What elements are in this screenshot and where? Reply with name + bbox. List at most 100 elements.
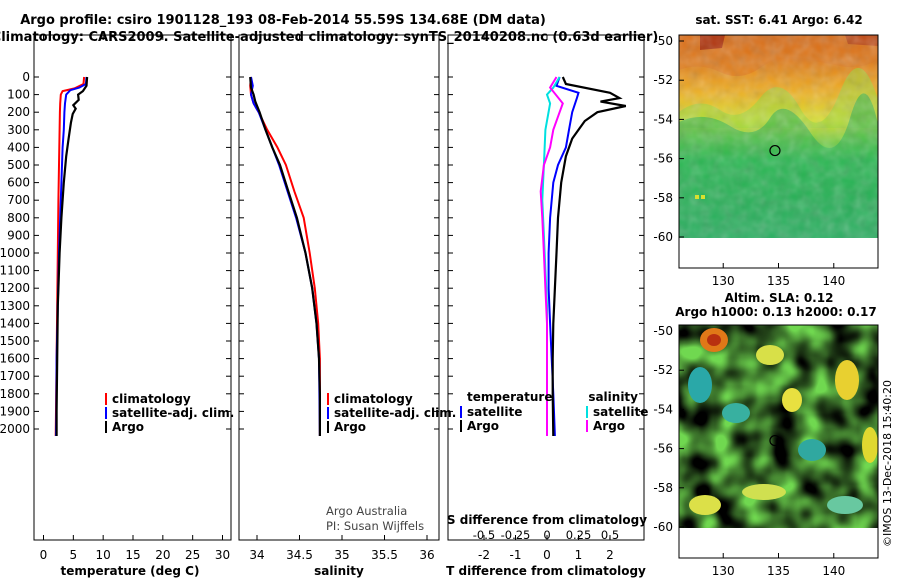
map-y-tick-label: -60 (653, 230, 673, 244)
depth-tick-label: 1300 (0, 299, 30, 313)
title-line-1: Argo profile: csiro 1901128_193 08-Feb-2… (20, 13, 546, 28)
t-difference-xlabel: T difference from climatology (446, 564, 646, 578)
x-tick-label: 35.5 (371, 548, 398, 562)
sla-map (679, 325, 878, 528)
salinity-axes-frame (238, 34, 440, 541)
x-tick-label: 5 (70, 548, 78, 562)
depth-tick-label: 500 (7, 158, 30, 172)
x-tick-label: 20 (155, 548, 170, 562)
map-y-tick-label: -60 (653, 520, 673, 534)
legend-salinity-title: salinity (588, 390, 638, 404)
depth-tick-label: 1700 (0, 369, 30, 383)
depth-tick-label: 100 (7, 88, 30, 102)
x-tick-label: 36 (419, 548, 434, 562)
map-y-tick-label: -52 (653, 363, 673, 377)
map-y-tick-label: -54 (653, 402, 673, 416)
depth-tick-label: 400 (7, 140, 30, 154)
legend-climatology: climatology (112, 392, 191, 406)
temperature-legend: climatology satellite-adj. clim. Argo (105, 392, 234, 434)
map-x-tick-label: 135 (767, 274, 790, 288)
t-difference-x-axis: -2 -1 0 1 2 (478, 35, 614, 562)
map-x-tick-label: 140 (822, 274, 845, 288)
depth-tick-label: 300 (7, 123, 30, 137)
x-tick-label: 30 (215, 548, 230, 562)
salinity-legend: climatology satellite-adj. clim. Argo (327, 392, 456, 434)
temperature-x-axis: 0 5 10 15 20 25 30 (40, 35, 230, 562)
sla-x-axis: 130 135 140 (712, 553, 845, 578)
depth-tick-label: 900 (7, 228, 30, 242)
legend-t-argo: Argo (467, 419, 499, 433)
series-line-argo (55, 76, 89, 436)
credit-pi: PI: Susan Wijffels (326, 519, 424, 533)
series-line-t-argo (551, 76, 627, 437)
legend-satellite-adj: satellite-adj. clim. (112, 406, 234, 420)
salinity-x-axis: 34 34.5 35 35.5 36 (249, 35, 435, 562)
x-tick-label: 34 (249, 548, 264, 562)
map-y-tick-label: -52 (653, 73, 673, 87)
salinity-series (249, 76, 321, 437)
map-x-tick-label: 135 (767, 564, 790, 578)
map-y-tick-label: -56 (653, 152, 673, 166)
map-y-tick-label: -50 (653, 34, 673, 48)
depth-tick-label: 1900 (0, 404, 30, 418)
x-tick-label: 34.5 (286, 548, 313, 562)
x-tick-label: 35 (334, 548, 349, 562)
imos-footer: ©IMOS 13-Dec-2018 15:40:20 (881, 380, 894, 547)
x-tick-label: -1 (510, 548, 522, 562)
depth-tick-label: 1200 (0, 281, 30, 295)
depth-axis: 0 100 200 300 400 500 600 700 800 900 1000 1100 1200… (0, 70, 644, 436)
s-difference-xlabel: S difference from climatology (447, 513, 647, 527)
map-y-tick-label: -56 (653, 442, 673, 456)
legend-argo: Argo (112, 420, 144, 434)
s-diff-tick-label: 0 (543, 528, 550, 542)
series-line-s-argo (539, 76, 564, 436)
series-line-t-satellite (547, 76, 580, 437)
legend-t-satellite: satellite (467, 405, 522, 419)
legend-s-argo: Argo (593, 419, 625, 433)
sst-map-title: sat. SST: 6.41 Argo: 6.42 (695, 13, 862, 27)
map-y-tick-label: -58 (653, 481, 673, 495)
x-tick-label: 0 (40, 548, 48, 562)
temperature-series (54, 76, 89, 437)
depth-tick-label: 800 (7, 211, 30, 225)
legend-temperature-title: temperature (467, 390, 552, 404)
depth-tick-label: 1100 (0, 264, 30, 278)
s-diff-tick-label: -0.25 (501, 528, 531, 542)
x-tick-label: 25 (185, 548, 200, 562)
map-y-tick-label: -58 (653, 191, 673, 205)
sst-map (679, 35, 878, 238)
series-line-argo (249, 76, 321, 436)
difference-axes-frame (447, 34, 645, 541)
sla-y-axis: -50 -52 -54 -56 -58 -60 (653, 324, 684, 534)
legend-argo: Argo (334, 420, 366, 434)
depth-tick-label: 1400 (0, 316, 30, 330)
series-line-climatology (249, 76, 321, 436)
depth-tick-label: 200 (7, 105, 30, 119)
sla-map-title: Altim. SLA: 0.12 (725, 291, 834, 305)
x-tick-label: 0 (543, 548, 551, 562)
depth-tick-label: 1600 (0, 352, 30, 366)
temperature-xlabel: temperature (deg C) (61, 564, 200, 578)
legend-satellite-adj: satellite-adj. clim. (334, 406, 456, 420)
depth-tick-label: 600 (7, 176, 30, 190)
sla-map-subtitle: Argo h1000: 0.13 h2000: 0.17 (675, 305, 876, 319)
sla-argo-location-marker (769, 434, 781, 447)
depth-tick-label: 2000 (0, 422, 30, 436)
x-tick-label: 1 (575, 548, 583, 562)
x-tick-label: 2 (606, 548, 614, 562)
title-line-2: Climatology: CARS2009. Satellite-adjuste… (0, 30, 658, 45)
depth-tick-label: 0 (22, 70, 30, 84)
difference-series (539, 76, 627, 437)
x-tick-label: 15 (125, 548, 140, 562)
x-tick-label: 10 (96, 548, 111, 562)
s-diff-tick-label: -0.5 (473, 528, 495, 542)
s-difference-x-axis: -0.5 -0.25 0 0.25 0.5 (473, 528, 619, 542)
difference-legend: temperature satellite Argo salinity sate… (460, 390, 648, 433)
sst-y-axis: -50 -52 -54 -56 -58 -60 (653, 34, 684, 244)
x-tick-label: -2 (478, 548, 490, 562)
salinity-xlabel: salinity (314, 564, 364, 578)
legend-climatology: climatology (334, 392, 413, 406)
map-y-tick-label: -50 (653, 324, 673, 338)
depth-tick-label: 1000 (0, 246, 30, 260)
